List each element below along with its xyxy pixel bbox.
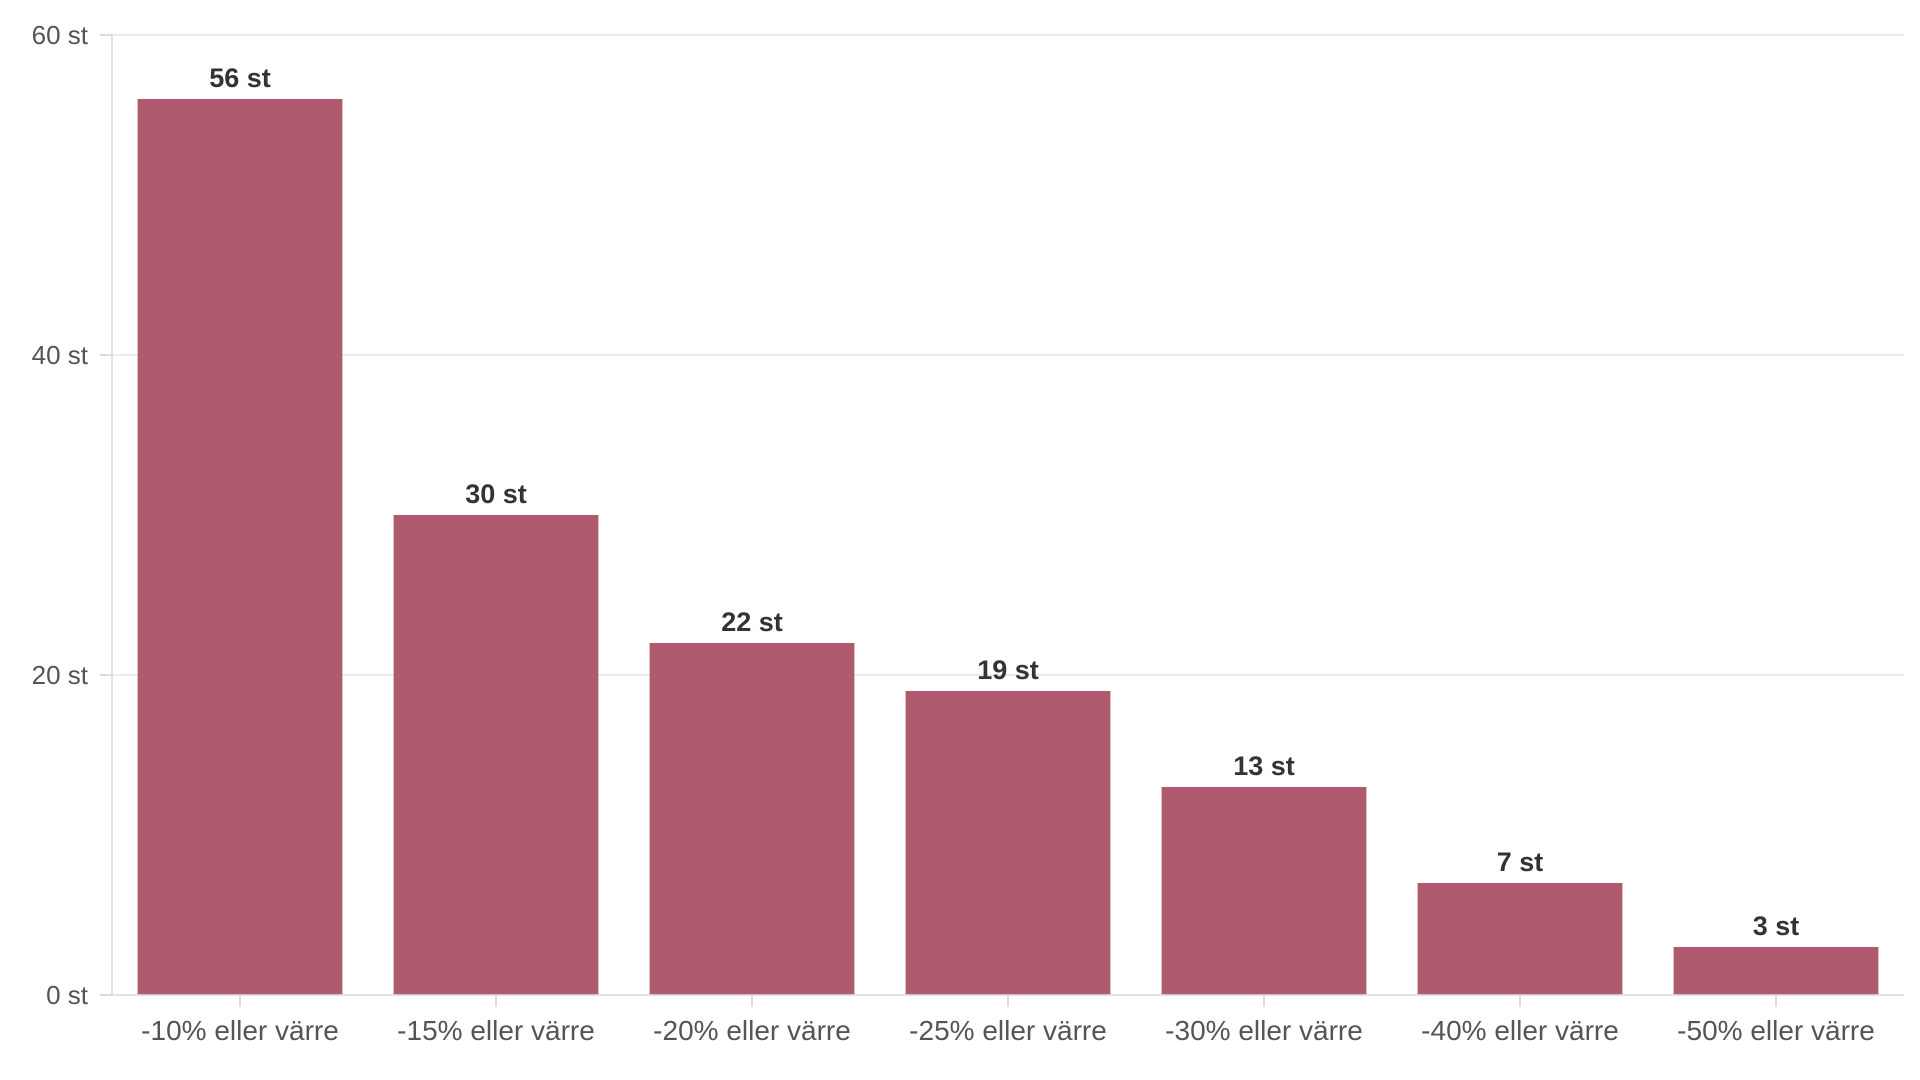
bar[interactable] xyxy=(905,691,1111,995)
bar-value-label: 19 st xyxy=(977,655,1039,685)
y-tick-label: 20 st xyxy=(32,660,89,690)
x-tick-label: -25% eller värre xyxy=(909,1015,1107,1046)
bar-value-label: 7 st xyxy=(1497,847,1544,877)
y-tick-label: 0 st xyxy=(46,980,89,1010)
bar-value-label: 56 st xyxy=(209,63,271,93)
x-tick-label: -40% eller värre xyxy=(1421,1015,1619,1046)
bar-value-label: 30 st xyxy=(465,479,527,509)
x-tick-label: -30% eller värre xyxy=(1165,1015,1363,1046)
x-tick-label: -10% eller värre xyxy=(141,1015,339,1046)
axes xyxy=(100,34,1904,1007)
bar[interactable] xyxy=(1161,787,1367,995)
bars xyxy=(137,99,1879,995)
labels: 0 st 20 st 40 st 60 st 56 st -10% eller värre… xyxy=(32,20,1875,1046)
x-tick-label: -50% eller värre xyxy=(1677,1015,1875,1046)
x-tick-label: -20% eller värre xyxy=(653,1015,851,1046)
bar[interactable] xyxy=(1673,947,1879,995)
bar[interactable] xyxy=(649,643,855,995)
bar[interactable] xyxy=(1417,883,1623,995)
bar-value-label: 3 st xyxy=(1753,911,1800,941)
bar[interactable] xyxy=(137,99,343,995)
bar-value-label: 13 st xyxy=(1233,751,1295,781)
bar[interactable] xyxy=(393,515,599,995)
y-tick-label: 60 st xyxy=(32,20,89,50)
x-tick-label: -15% eller värre xyxy=(397,1015,595,1046)
y-tick-label: 40 st xyxy=(32,340,89,370)
bar-value-label: 22 st xyxy=(721,607,783,637)
gridlines xyxy=(112,34,1904,676)
